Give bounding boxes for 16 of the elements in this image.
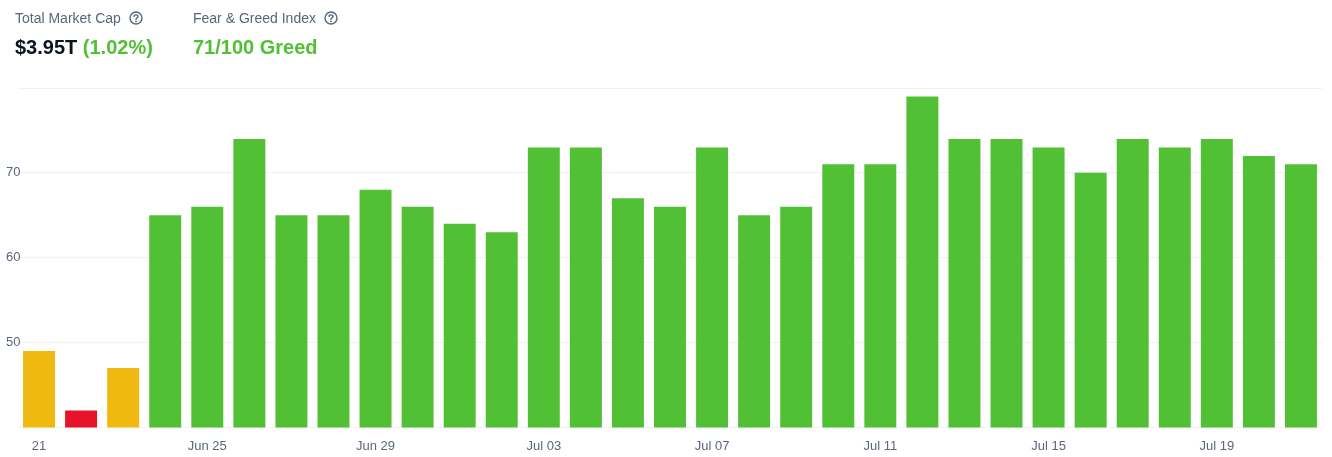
- text: Fear & Greed Index: [193, 10, 316, 26]
- text: Total Market Cap: [15, 10, 121, 26]
- x-tick-label: Jun 25: [187, 437, 227, 453]
- x-tick-label: Jul 19: [1199, 437, 1235, 453]
- y-tick-label: 70: [6, 164, 21, 180]
- x-tick-label: Jul 11: [863, 437, 898, 453]
- x-tick-label: Jul 03: [526, 437, 562, 453]
- x-tick-label: Jul 15: [1031, 437, 1066, 453]
- y-tick-label: 60: [6, 249, 21, 265]
- text: (1.02%): [82, 36, 153, 58]
- x-tick-label: 21: [31, 437, 47, 453]
- x-tick-label: Jun 29: [356, 437, 396, 453]
- text: 71/100 Greed: [193, 36, 319, 59]
- y-tick-label: 50: [6, 334, 21, 350]
- x-tick-label: Jul 07: [694, 437, 730, 453]
- text: $3.95T: [15, 36, 78, 58]
